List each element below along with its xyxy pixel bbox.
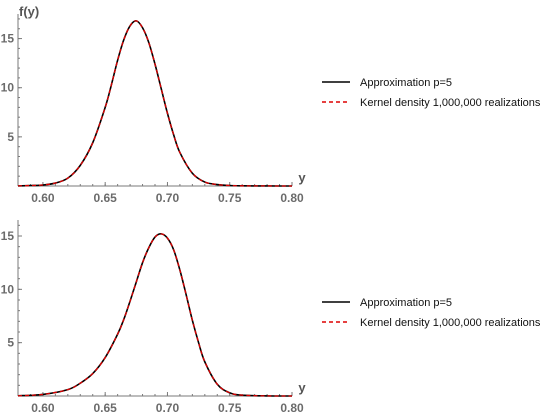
x-tick-label: 0.75: [218, 191, 242, 205]
x-tick-label: 0.65: [94, 401, 118, 414]
x-tick-label: 0.75: [218, 401, 242, 414]
chart-top: 0.60 0.65 0.70 0.75 0.80 5 10 15 y f(y) Approximat…: [1, 4, 541, 205]
x-axis-title: y: [298, 170, 306, 185]
series-line-1: [17, 233, 293, 397]
x-tick-label: 0.70: [156, 401, 180, 414]
series-line-1: [17, 20, 293, 187]
y-tick-label: 10: [1, 282, 15, 296]
series-line-0: [17, 233, 293, 397]
y-tick-label: 15: [1, 32, 15, 46]
y-axis-title: f(y): [19, 4, 39, 19]
x-tick-label: 0.80: [280, 191, 304, 205]
y-tick-label: 5: [7, 130, 14, 144]
x-tick-label: 0.70: [156, 191, 180, 205]
x-axis-title: y: [298, 380, 306, 395]
legend-label-1: Kernel density 1,000,000 realizations: [360, 97, 541, 109]
x-tick-label: 0.60: [31, 191, 55, 205]
legend-label-0: Approximation p=5: [360, 297, 452, 309]
y-tick-label: 5: [7, 336, 14, 350]
x-tick-label: 0.65: [94, 191, 118, 205]
y-tick-label: 10: [1, 81, 15, 95]
y-tick-label: 15: [1, 229, 15, 243]
x-tick-label: 0.60: [31, 401, 55, 414]
chart-bottom: 0.60 0.65 0.70 0.75 0.80 5 10 15 y Approximation …: [1, 220, 541, 414]
legend-label-1: Kernel density 1,000,000 realizations: [360, 317, 541, 329]
legend-label-0: Approximation p=5: [360, 77, 452, 89]
x-tick-label: 0.80: [280, 401, 304, 414]
series-line-0: [17, 20, 293, 187]
